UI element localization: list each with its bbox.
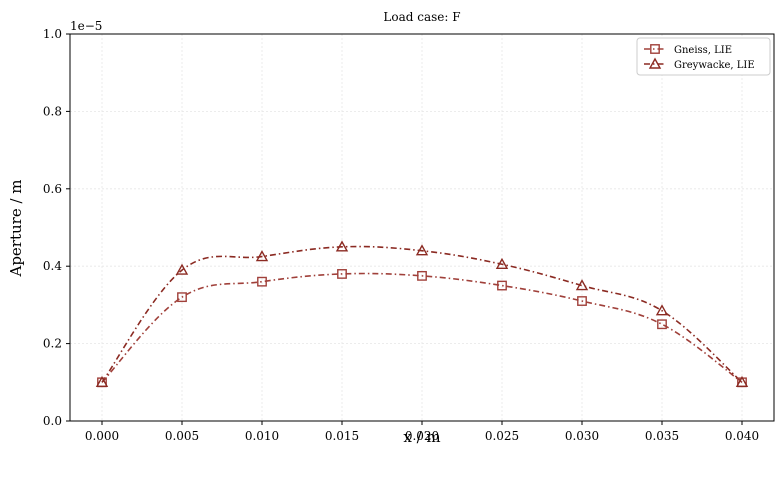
- x-tick-label: 0.035: [645, 429, 679, 443]
- chart-title: Load case: F: [383, 10, 460, 24]
- data-point-square: [497, 280, 507, 291]
- y-axis-offset-label: 1e−5: [70, 19, 102, 33]
- data-point-triangle: [335, 240, 349, 252]
- y-axis-label: Aperture / m: [7, 179, 25, 277]
- x-tick-label: 0.015: [325, 429, 359, 443]
- data-point-square: [577, 296, 587, 306]
- legend-entry-label: Greywacke, LIE: [674, 60, 755, 71]
- legend: Gneiss, LIE Greywacke, LIE: [636, 37, 771, 76]
- x-tick-label: 0.030: [565, 429, 599, 443]
- y-tick-label: 0.0: [43, 414, 62, 428]
- data-point-triangle: [175, 263, 189, 275]
- data-point-square: [337, 269, 347, 279]
- series-line-2: [101, 245, 743, 383]
- legend-marker-square: [650, 44, 660, 54]
- x-tick-label: 0.040: [725, 429, 759, 443]
- data-point-square: [257, 276, 267, 287]
- y-tick-label: 0.4: [43, 259, 62, 273]
- data-point-triangle: [735, 375, 749, 387]
- legend-marker-triangle: [648, 57, 662, 69]
- x-tick-label: 0.025: [485, 429, 519, 443]
- data-point-square: [177, 292, 187, 303]
- data-point-triangle: [415, 244, 429, 256]
- series-markers: [95, 240, 749, 388]
- data-point-square: [657, 319, 667, 330]
- data-point-triangle: [495, 257, 509, 269]
- data-point-triangle: [655, 304, 669, 316]
- series-curves: [101, 245, 743, 383]
- y-tick-label: 0.8: [43, 104, 62, 118]
- series-line-1: [101, 272, 743, 383]
- y-tick-label: 0.2: [43, 337, 62, 351]
- x-tick-label: 0.010: [245, 429, 279, 443]
- data-point-triangle: [255, 250, 269, 262]
- data-point-triangle: [95, 375, 109, 387]
- x-tick-label: 0.020: [405, 429, 439, 443]
- legend-entry-label: Gneiss, LIE: [674, 45, 732, 56]
- legend-box: [636, 37, 771, 76]
- data-point-square: [417, 270, 427, 281]
- x-axis-label: x / m: [403, 428, 440, 446]
- y-axis-ticks: 0.0 0.2 0.4 0.6 0.8 1.0: [43, 27, 70, 428]
- x-tick-label: 0.000: [85, 429, 119, 443]
- x-tick-label: 0.005: [165, 429, 199, 443]
- y-tick-label: 0.6: [43, 182, 62, 196]
- y-tick-label: 1.0: [43, 27, 62, 41]
- data-point-triangle: [575, 279, 589, 291]
- x-axis-ticks: 0.000 0.005 0.010 0.015 0.020 0.025 0.030 0.035…: [85, 421, 759, 443]
